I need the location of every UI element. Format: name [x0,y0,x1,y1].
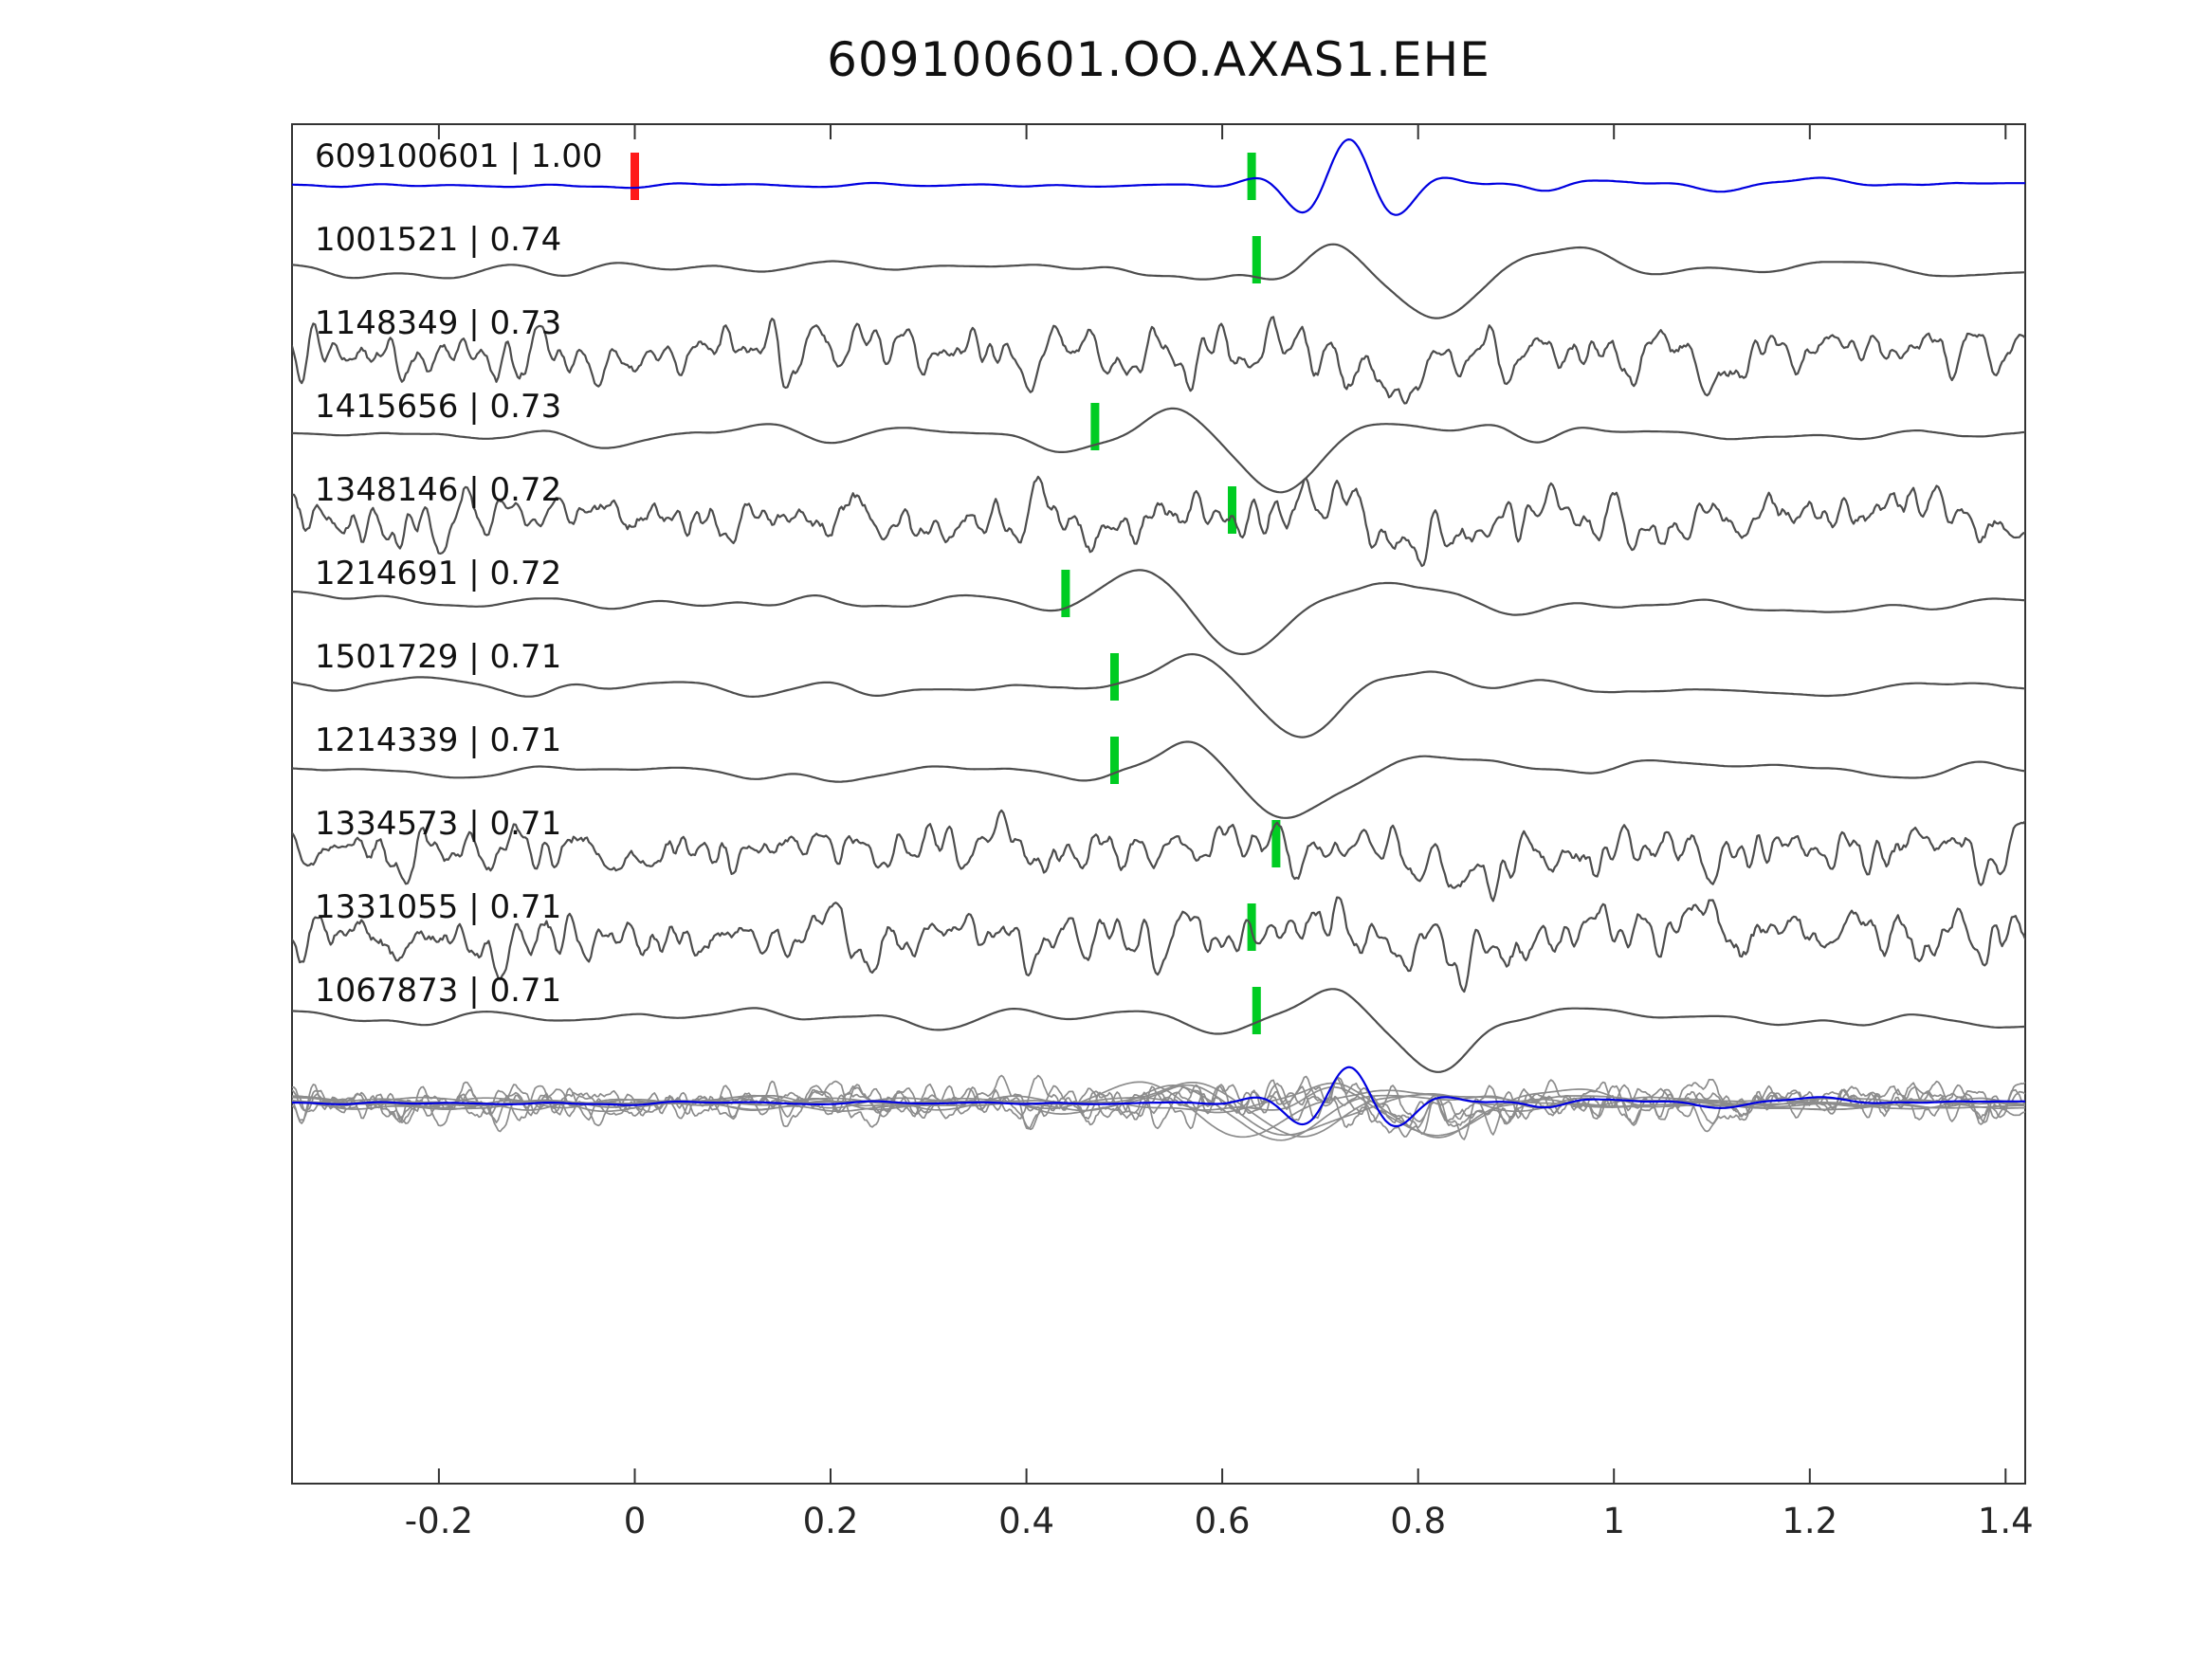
x-tick-label: 0.8 [1390,1501,1446,1541]
trace-label: 1331055 | 0.71 [315,888,561,926]
trace-label: 1334573 | 0.71 [315,805,561,843]
pick-marker [1252,236,1261,283]
x-tick-label: 0.6 [1195,1501,1251,1541]
trace-waveform-1348146 [292,475,2025,568]
pick-marker [1228,486,1236,534]
overlay-reference-waveform [292,1066,2025,1128]
trace-label: 1067873 | 0.71 [315,972,561,1010]
trace-waveform-1334573 [292,809,2025,902]
x-tick-label: 0 [624,1501,647,1541]
pick-marker [1061,570,1070,617]
trace-waveform-1331055 [292,896,2025,994]
trace-waveform-1501729 [292,652,2025,738]
trace-waveform-1214691 [292,569,2025,656]
trace-waveform-1415656 [292,407,2025,494]
trace-label: 1501729 | 0.71 [315,638,561,676]
x-tick-label: 1.2 [1782,1501,1837,1541]
trace-waveform-1067873 [292,988,2025,1073]
trace-waveform-1214339 [292,740,2025,819]
x-tick-label: 1.4 [1978,1501,2034,1541]
x-tick-label: 1 [1602,1501,1625,1541]
pick-marker [1110,737,1119,784]
trace-waveform-609100601 [292,138,2025,216]
x-tick-label: 0.2 [803,1501,859,1541]
x-tick-label: 0.4 [998,1501,1054,1541]
trace-label: 1415656 | 0.73 [315,388,561,426]
pick-marker [1110,653,1119,701]
overlay-waveform-1334573 [292,1074,2025,1136]
trace-label: 1214691 | 0.72 [315,555,561,592]
trace-label: 1348146 | 0.72 [315,471,561,509]
pick-marker [1271,820,1281,867]
trace-waveform-1148349 [292,316,2025,405]
trace-label: 1148349 | 0.73 [315,304,561,342]
chart-title: 609100601.OO.AXAS1.EHE [827,32,1490,87]
trace-label: 609100601 | 1.00 [315,137,602,175]
trace-waveform-1001521 [292,243,2025,319]
trace-label: 1214339 | 0.71 [315,721,561,759]
pick-marker [1247,153,1256,200]
reference-pick-marker [631,153,639,200]
pick-marker [1090,403,1100,450]
pick-marker [1252,987,1261,1034]
x-tick-label: -0.2 [405,1501,473,1541]
plot-border [291,123,2026,1485]
overlay-waveform-1331055 [292,1077,2025,1140]
trace-label: 1001521 | 0.74 [315,221,561,259]
